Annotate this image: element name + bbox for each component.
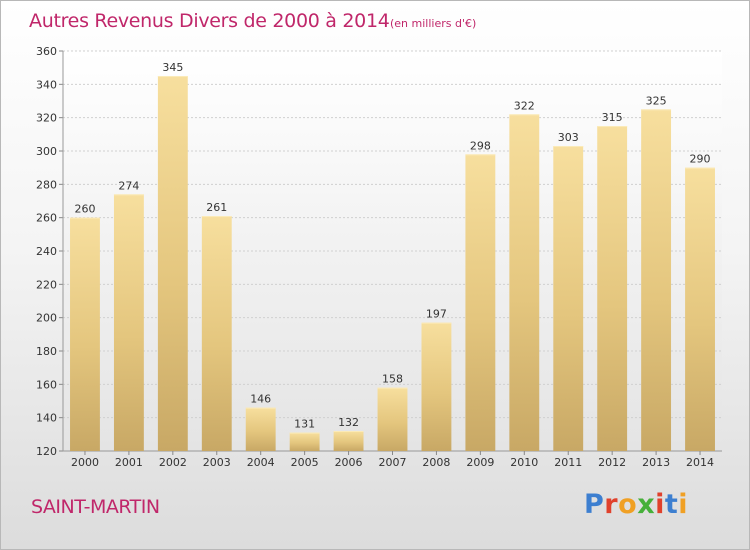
y-tick-label: 120 bbox=[36, 445, 57, 458]
y-tick-label: 200 bbox=[36, 312, 57, 325]
x-tick-label: 2000 bbox=[71, 456, 99, 469]
data-label: 315 bbox=[602, 111, 623, 124]
x-tick-label: 2001 bbox=[115, 456, 143, 469]
bar bbox=[113, 194, 144, 452]
logo-letter: t bbox=[664, 489, 679, 520]
y-tick-label: 280 bbox=[36, 178, 57, 191]
bar bbox=[553, 146, 584, 451]
bar bbox=[157, 76, 188, 451]
data-label: 298 bbox=[470, 139, 491, 152]
x-tick-label: 2003 bbox=[203, 456, 231, 469]
bar bbox=[641, 109, 672, 451]
proxiti-logo: Proxiti bbox=[584, 489, 688, 520]
y-tick-label: 240 bbox=[36, 245, 57, 258]
bar bbox=[509, 114, 540, 451]
y-tick-label: 360 bbox=[36, 45, 57, 58]
x-tick-label: 2013 bbox=[642, 456, 670, 469]
data-label: 146 bbox=[250, 393, 271, 406]
chart-subtitle: (en milliers d'€) bbox=[390, 17, 477, 30]
data-label: 158 bbox=[382, 373, 403, 386]
x-tick-label: 2014 bbox=[686, 456, 714, 469]
logo-letter: P bbox=[584, 489, 605, 520]
logo-letter: o bbox=[618, 489, 638, 520]
data-label: 197 bbox=[426, 308, 447, 321]
location-label: SAINT-MARTIN bbox=[31, 496, 160, 518]
data-label: 322 bbox=[514, 99, 535, 112]
data-label: 325 bbox=[646, 94, 667, 107]
bar bbox=[70, 217, 100, 451]
bar bbox=[685, 167, 715, 451]
y-tick-label: 300 bbox=[36, 145, 57, 158]
x-tick-label: 2007 bbox=[379, 456, 407, 469]
y-tick-label: 340 bbox=[36, 78, 57, 91]
x-tick-label: 2010 bbox=[510, 456, 538, 469]
y-tick-label: 140 bbox=[36, 412, 57, 425]
bar bbox=[245, 407, 276, 451]
bar bbox=[289, 432, 320, 451]
x-tick-label: 2009 bbox=[466, 456, 494, 469]
data-label: 303 bbox=[558, 131, 579, 144]
bar bbox=[421, 322, 452, 451]
data-label: 274 bbox=[118, 179, 139, 192]
y-tick-label: 260 bbox=[36, 212, 57, 225]
logo-letter: i bbox=[678, 489, 689, 520]
x-tick-label: 2008 bbox=[422, 456, 450, 469]
data-label: 260 bbox=[74, 203, 95, 216]
bar bbox=[333, 431, 364, 451]
y-tick-label: 180 bbox=[36, 345, 57, 358]
x-tick-label: 2004 bbox=[247, 456, 275, 469]
bar bbox=[465, 154, 496, 452]
logo-letter: i bbox=[655, 489, 665, 520]
x-tick-label: 2011 bbox=[554, 456, 582, 469]
chart-title: Autres Revenus Divers de 2000 à 2014 bbox=[29, 10, 390, 32]
logo-letter: r bbox=[604, 489, 619, 520]
x-tick-label: 2006 bbox=[335, 456, 363, 469]
y-tick-label: 320 bbox=[36, 112, 57, 125]
x-tick-label: 2005 bbox=[291, 456, 319, 469]
bar bbox=[201, 216, 232, 451]
data-label: 131 bbox=[294, 418, 315, 431]
data-label: 290 bbox=[690, 153, 711, 166]
bar bbox=[597, 126, 628, 451]
y-tick-label: 160 bbox=[36, 378, 57, 391]
x-tick-label: 2002 bbox=[159, 456, 187, 469]
data-label: 345 bbox=[162, 61, 183, 74]
bar bbox=[377, 387, 408, 451]
data-label: 261 bbox=[206, 201, 227, 214]
logo-letter: x bbox=[637, 489, 656, 520]
x-tick-label: 2012 bbox=[598, 456, 626, 469]
data-label: 132 bbox=[338, 416, 359, 429]
y-tick-label: 220 bbox=[36, 278, 57, 291]
